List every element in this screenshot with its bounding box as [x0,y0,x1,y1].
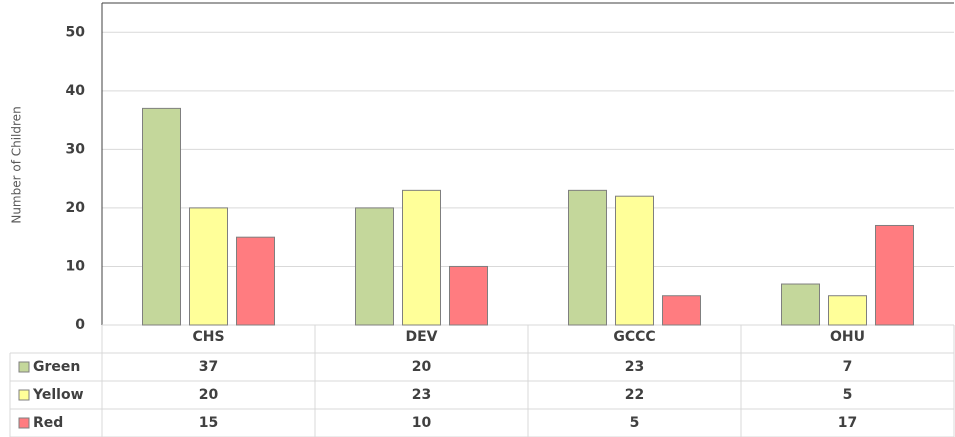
legend-swatch [18,417,30,429]
legend-swatch [18,361,30,373]
table-cell: 15 [199,415,218,431]
x-tick-label: OHU [830,329,865,345]
bar [449,265,488,326]
legend-label: Yellow [32,387,84,403]
y-axis-label: Number of Children [10,106,24,223]
table-cell: 10 [412,415,432,431]
legend-label: Red [33,415,63,431]
table-cell: 23 [625,359,644,375]
bar [189,207,228,326]
x-tick-label: CHS [192,329,224,345]
y-tick-label: 0 [75,317,85,333]
table-cell: 20 [412,359,432,375]
y-tick-label: 10 [66,258,86,274]
table-cell: 20 [199,387,219,403]
table-cell: 7 [843,359,853,375]
legend-swatch [18,389,30,401]
bar [236,236,275,326]
y-tick-label: 50 [66,24,86,40]
table-cell: 17 [838,415,857,431]
bar [142,107,181,326]
table-cell: 5 [630,415,640,431]
bar [402,189,441,326]
table-cell: 22 [625,387,644,403]
x-tick-label: GCCC [613,329,655,345]
bar [568,189,607,326]
table-cell: 23 [412,387,431,403]
bar [875,224,914,326]
bar [662,295,701,326]
bar [355,207,394,326]
bar [781,283,820,326]
bar [615,195,654,326]
table-cell: 37 [199,359,218,375]
bar [828,295,867,326]
y-tick-label: 40 [66,83,86,99]
legend-label: Green [33,359,80,375]
table-cell: 5 [843,387,853,403]
y-tick-label: 30 [66,141,86,157]
y-tick-label: 20 [66,200,86,216]
x-tick-label: DEV [405,329,437,345]
